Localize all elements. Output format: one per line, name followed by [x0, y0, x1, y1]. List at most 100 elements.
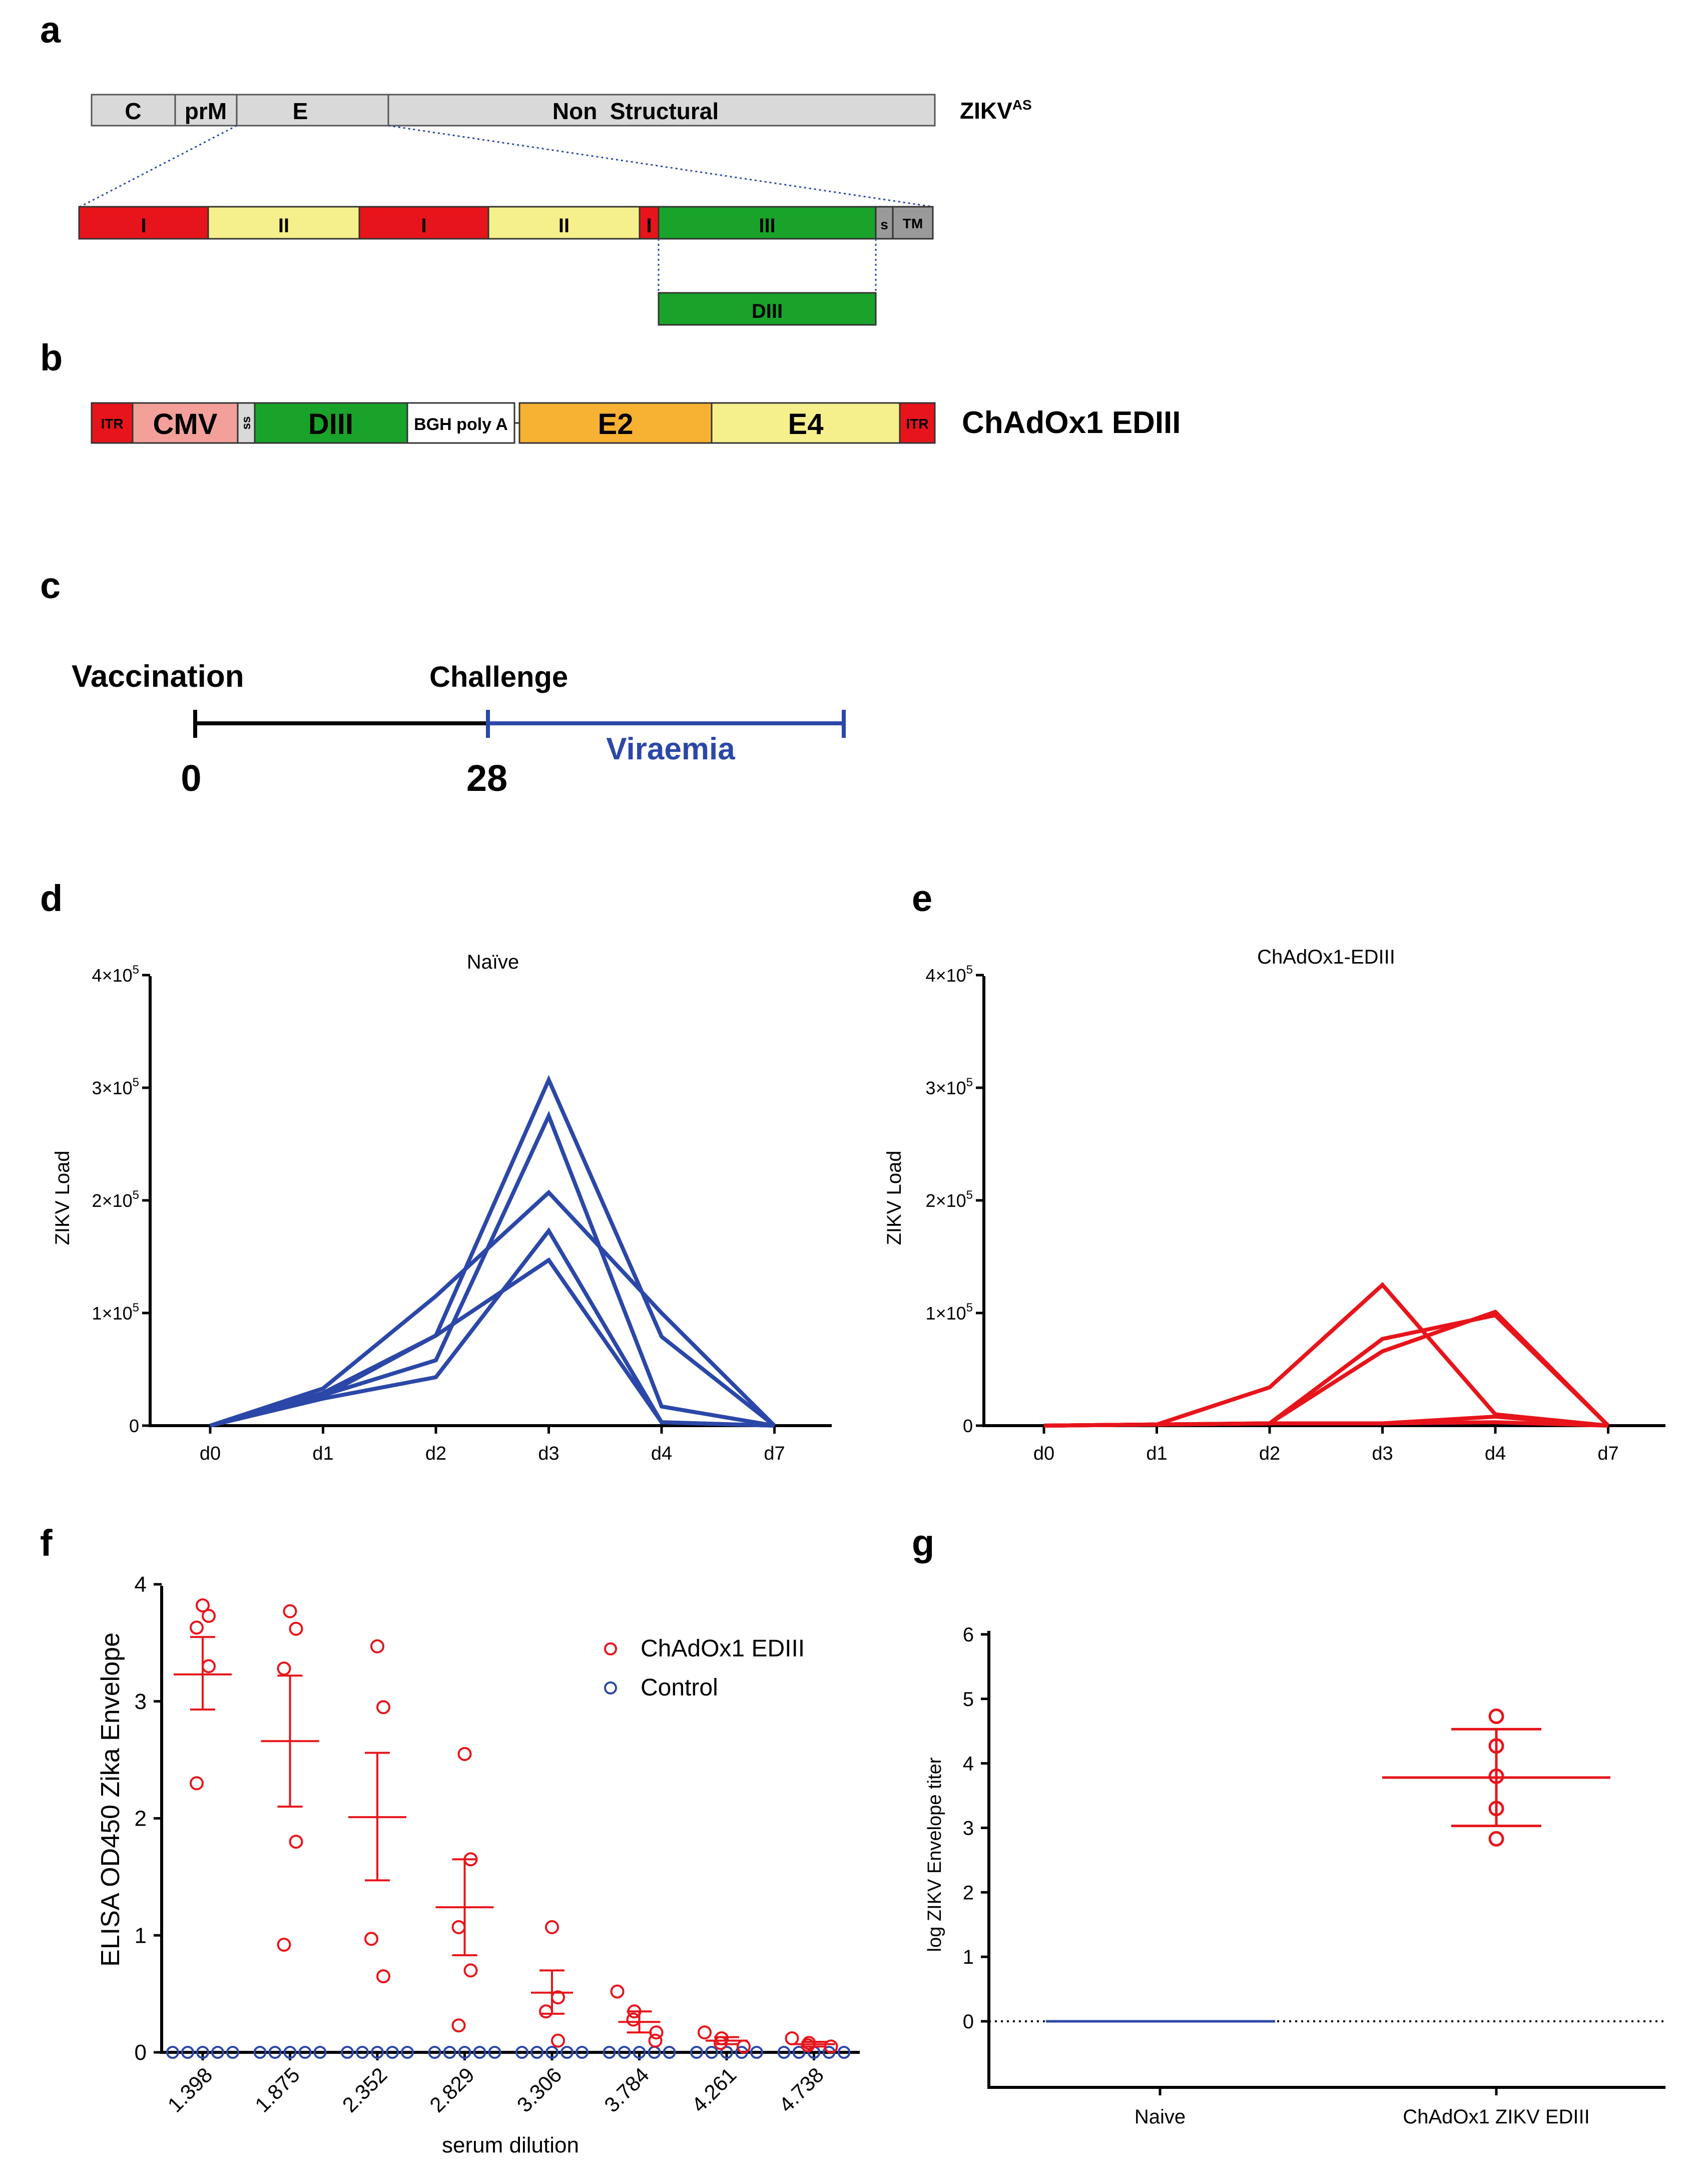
f-control-point [253, 2046, 267, 2059]
panel-letter-b: b [40, 337, 63, 378]
e-x-tick-label: d3 [1372, 1443, 1393, 1464]
chart-e-series [1043, 1282, 1610, 1428]
e-x-tick-label: d1 [1146, 1443, 1167, 1464]
f-control-point [458, 2046, 471, 2059]
panel-b-construct-diagram: ITR CMV ss DIII BGH poly A E2 E4 ITR ChA… [91, 402, 1181, 444]
f-control-point [356, 2046, 369, 2059]
e-y-tick-label: 3×105 [926, 1076, 973, 1098]
g-vaccine-point [1488, 1768, 1504, 1784]
f-vaccine-point [463, 1852, 478, 1867]
e-series-line-1 [1043, 1282, 1608, 1428]
d-y-tick-label: 2×105 [92, 1188, 139, 1211]
f-control-point [663, 2046, 676, 2059]
e-x-tick-label: d7 [1597, 1443, 1618, 1464]
domain-ii-1 [207, 206, 360, 240]
d-y-tick-label: 1×105 [92, 1301, 139, 1324]
e-series-line-2 [1043, 1313, 1610, 1428]
f-vaccine-point [370, 1639, 384, 1653]
construct-label-bgh: BGH poly A [414, 415, 508, 434]
g-vaccine-point [1488, 1708, 1504, 1724]
construct-diii [254, 402, 408, 444]
f-vaccine-point [545, 1920, 559, 1934]
chart-e-x-ticks: d0 d1 d2 d3 d4 d7 [1033, 1426, 1619, 1464]
f-vaccine-point [698, 2025, 712, 2040]
e-series-line-5 [1043, 1420, 1608, 1428]
genome-label-c: C [125, 98, 141, 124]
g-y-tick-label: 0 [963, 2011, 974, 2033]
d-x-tick-label: d4 [651, 1443, 672, 1464]
f-control-point [181, 2046, 194, 2059]
f-vaccine-point [463, 1963, 478, 1978]
f-control-point [386, 2046, 399, 2059]
domain-i-2 [358, 206, 489, 240]
d-x-tick-label: d3 [538, 1443, 559, 1464]
f-control-point [473, 2046, 486, 2059]
legend-marker-control [604, 1681, 617, 1694]
timeline-challenge: Challenge [429, 661, 568, 693]
e-y-tick-base: 0 [963, 1416, 973, 1436]
e-y-tick-label: 2×105 [926, 1188, 973, 1211]
d-y-tick-exp: 5 [133, 963, 139, 977]
chart-g: log ZIKV Envelope titer 0 1 2 3 4 5 6 Naive ChA… [924, 1624, 1665, 2128]
f-control-point [401, 2046, 414, 2059]
f-vaccine-point [539, 2004, 553, 2019]
construct-itr-right [899, 402, 936, 444]
chart-f-x-ticks: 1.398 1.875 2.352 2.829 3.306 3.784 4.261 4.738 [163, 2052, 828, 2117]
timeline-viraemia-label: Viraemia [606, 732, 735, 766]
domain-s [875, 206, 894, 240]
g-vaccine-point [1488, 1831, 1504, 1847]
chart-g-x-ticks: Naive ChAdOx1 ZIKV EDIII [1135, 2087, 1590, 2128]
d-series-line-5 [209, 1257, 775, 1428]
d-series-line-1 [209, 1189, 776, 1428]
construct-name: ChAdOx1 EDIII [962, 405, 1181, 440]
f-vaccine-point [202, 1609, 216, 1623]
g-vaccine-point [1488, 1738, 1504, 1754]
f-y-tick-label: 1 [135, 1923, 147, 1948]
f-vaccine-point [610, 1984, 625, 1999]
f-control-point [443, 2046, 456, 2059]
f-control-point [560, 2046, 574, 2059]
panel-c-timeline: Vaccination Challenge Viraemia 0 28 [72, 659, 846, 799]
g-x-tick-label: Naive [1135, 2106, 1186, 2128]
f-vaccine-point [289, 1835, 303, 1849]
construct-label-cmv: CMV [153, 408, 218, 441]
chart-f-control-points [166, 2046, 851, 2059]
domain-iii [658, 206, 877, 240]
f-x-tick-label: 3.784 [600, 2063, 654, 2117]
f-control-point [603, 2046, 616, 2059]
f-vaccine-point [376, 1700, 390, 1714]
e-y-tick-exp: 5 [966, 1301, 973, 1315]
f-vaccine-point [289, 1621, 303, 1636]
f-control-point [633, 2046, 646, 2059]
f-x-tick-label: 1.875 [250, 2063, 304, 2117]
f-vaccine-point [364, 1932, 378, 1946]
domain-label-ii-2: II [558, 215, 570, 237]
domain-label-i-3: I [646, 215, 652, 237]
e-x-tick-label: d2 [1259, 1443, 1280, 1464]
f-control-point [777, 2046, 791, 2059]
d-x-tick-label: d0 [200, 1443, 221, 1464]
zikv-label: ZIKVAS [960, 97, 1032, 124]
g-y-tick-label: 1 [963, 1946, 974, 1968]
f-control-point [576, 2046, 589, 2059]
chart-f-ylabel: ELISA OD450 Zika Envelope [96, 1632, 125, 1967]
panel-letter-f: f [40, 1522, 53, 1564]
d-series-line-2 [209, 1075, 776, 1428]
f-vaccine-point [737, 2039, 751, 2054]
timeline-day-28: 28 [466, 757, 507, 799]
d-y-tick-base: 4×10 [92, 965, 133, 986]
d-y-tick-base: 0 [129, 1416, 139, 1436]
chart-f-vaccine-points [174, 1598, 838, 2054]
panel-letter-c: c [40, 565, 61, 606]
f-vaccine-point [649, 2025, 664, 2040]
f-control-point [792, 2046, 806, 2059]
genome-label-nonstructural: Non Structural [552, 98, 719, 124]
f-vaccine-point [283, 1604, 297, 1618]
chart-d-ylabel: ZIKV Load [52, 1150, 74, 1245]
f-vaccine-point [626, 2012, 641, 2027]
chart-e-title: ChAdOx1-EDIII [1257, 946, 1395, 968]
f-control-point [515, 2046, 528, 2059]
